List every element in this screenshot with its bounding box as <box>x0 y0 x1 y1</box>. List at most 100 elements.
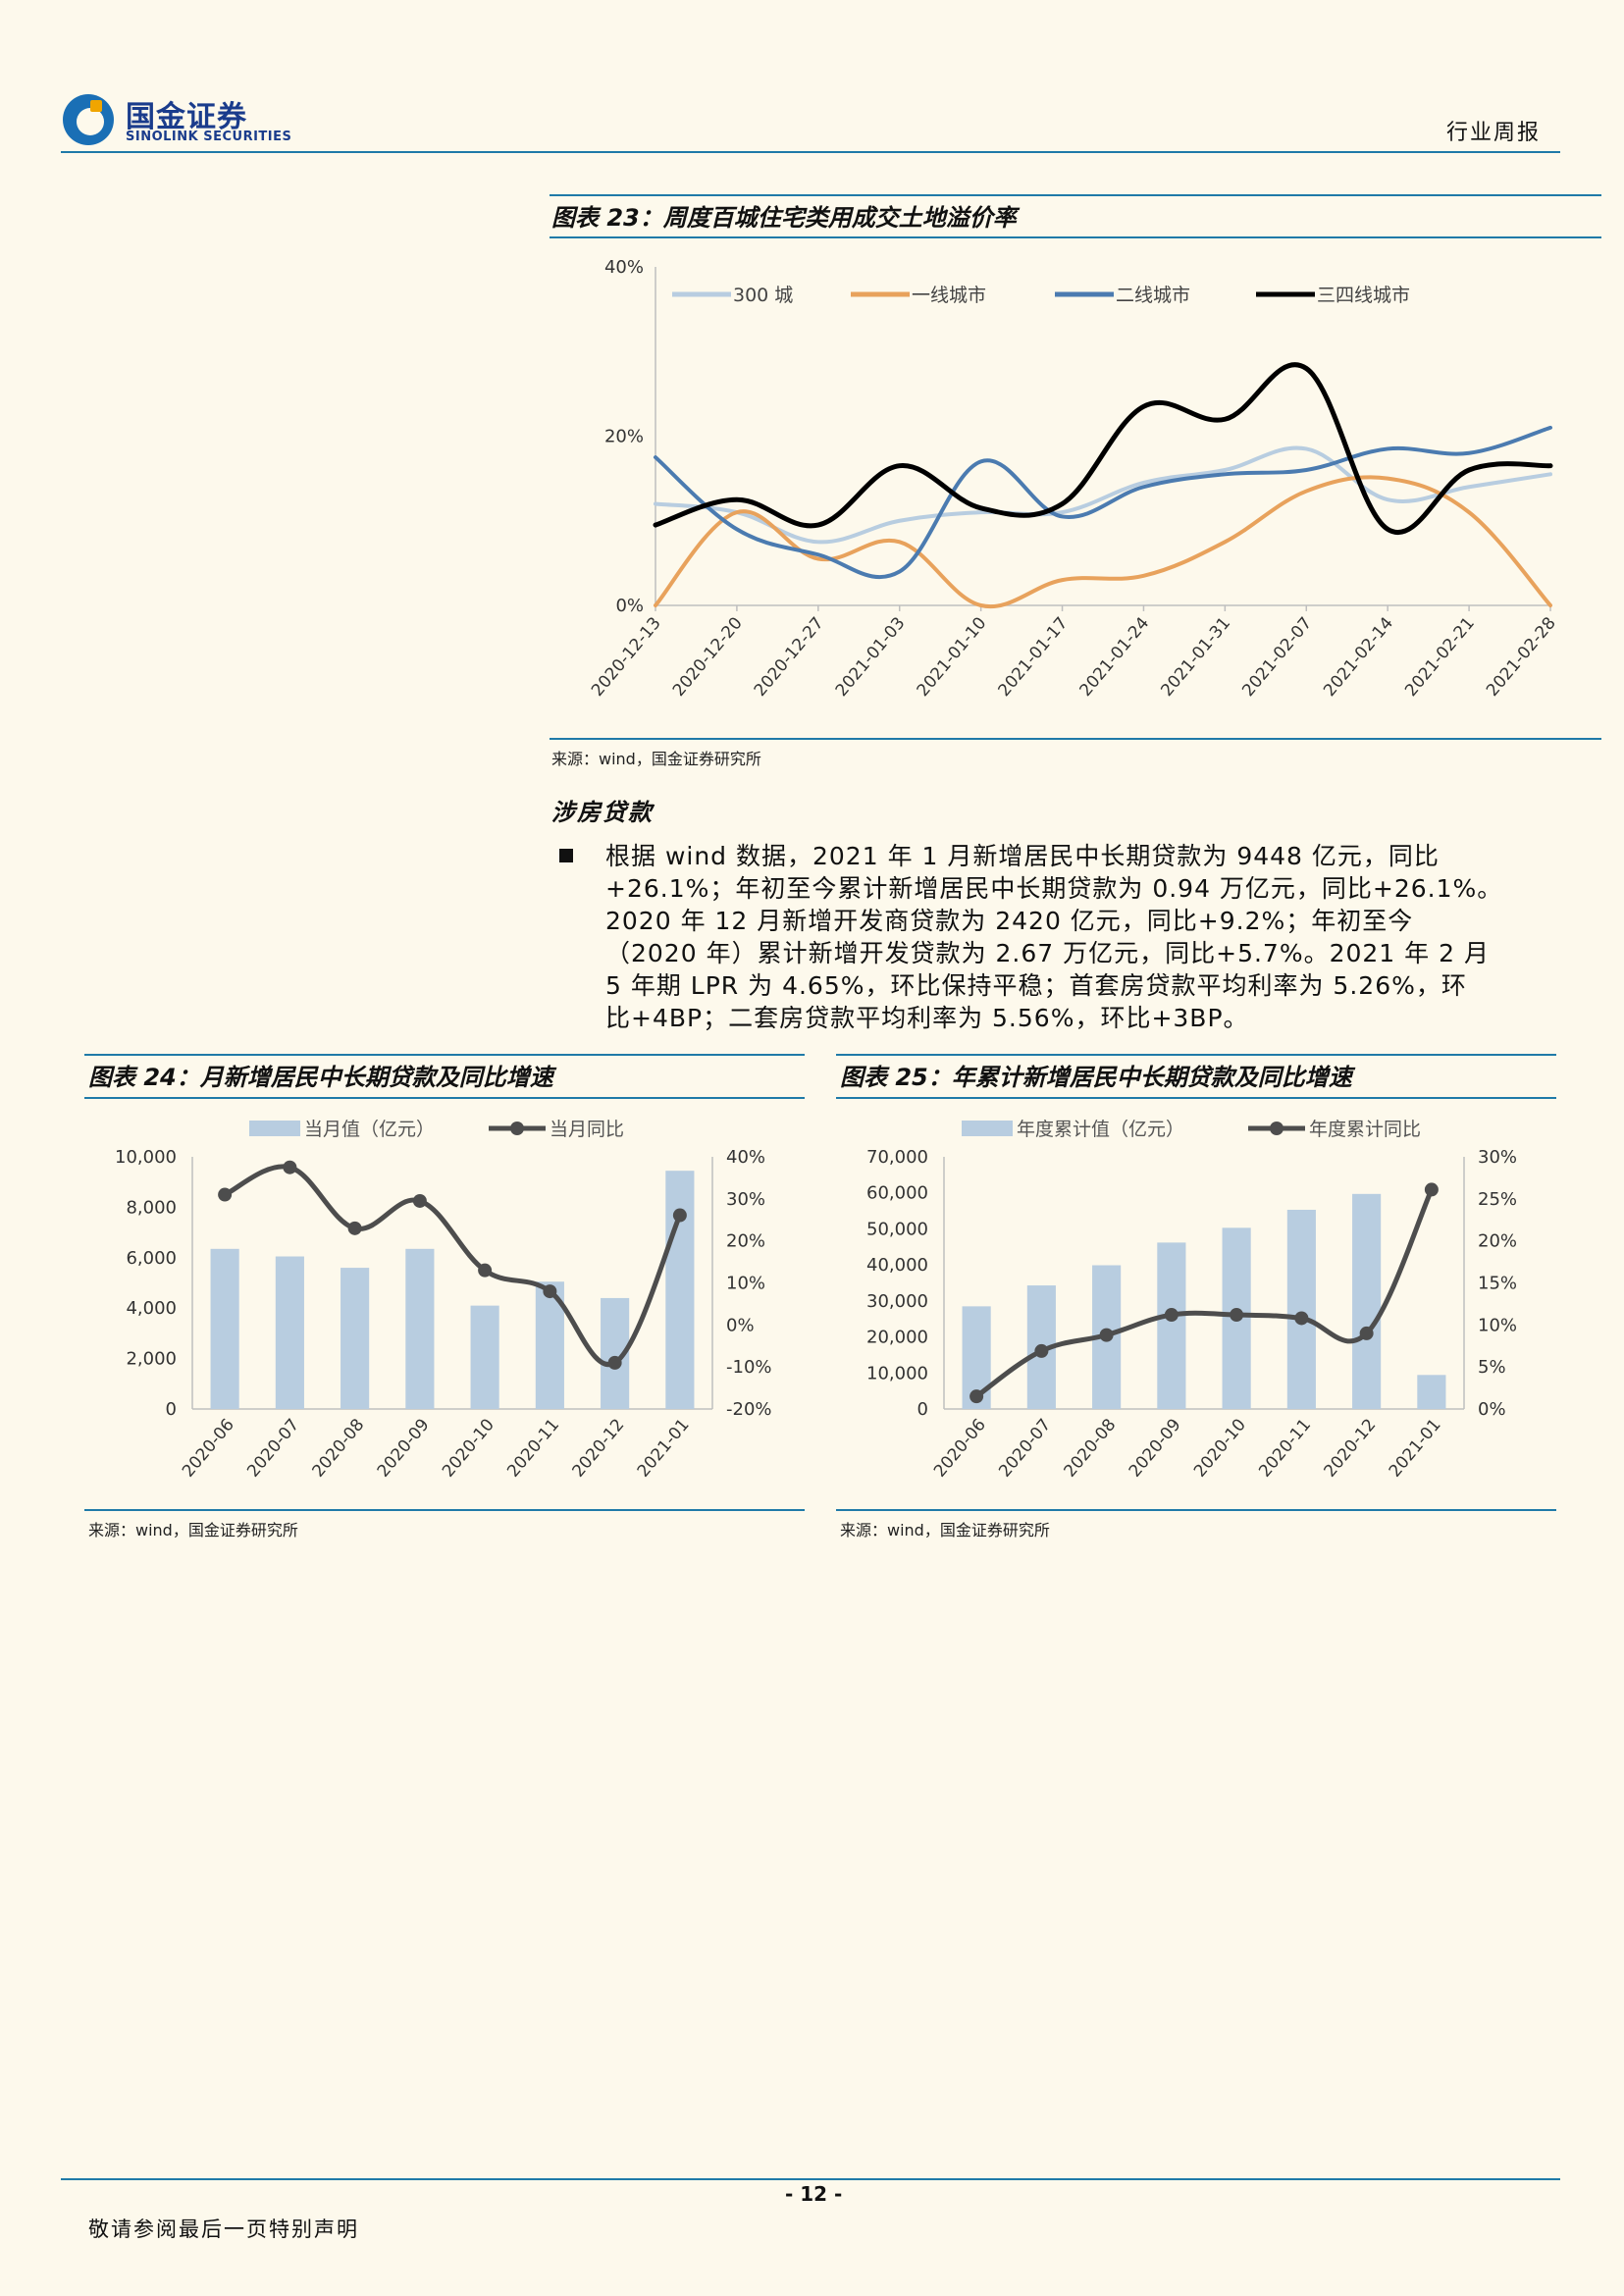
y-left-tick-label: 10,000 <box>866 1363 928 1383</box>
paragraph-line: 2020 年 12 月新增开发商贷款为 2420 亿元，同比+9.2%；年初至今 <box>605 907 1414 935</box>
y-left-tick-label: 4,000 <box>126 1298 177 1319</box>
y-right-tick-label: -20% <box>726 1399 772 1420</box>
y-left-tick-label: 10,000 <box>115 1147 177 1168</box>
logo-text-cn: 国金证券 <box>126 100 247 134</box>
y-tick-label: 0% <box>615 596 644 616</box>
y-left-tick-label: 70,000 <box>866 1147 928 1168</box>
fig23-source: 来源：wind，国金证券研究所 <box>551 750 761 768</box>
legend-label-2: 一线城市 <box>912 285 986 306</box>
y-left-tick-label: 20,000 <box>866 1328 928 1348</box>
y-left-tick-label: 0 <box>917 1399 928 1420</box>
yoy-point <box>1294 1311 1309 1326</box>
y-left-tick-label: 8,000 <box>126 1197 177 1218</box>
fig25-top-rule <box>836 1054 1556 1056</box>
legend-bar-swatch <box>962 1121 1013 1136</box>
legend-bar-swatch <box>249 1121 300 1136</box>
legend-line-marker <box>510 1122 524 1135</box>
report-type: 行业周报 <box>1446 121 1542 145</box>
x-tick-label: 2021-02-28 <box>1483 613 1560 701</box>
y-right-tick-label: 30% <box>1478 1147 1517 1168</box>
fig23-line-chart: 0%20%40%2020-12-13 2020-12-20 2020-12-27 20… <box>588 257 1560 701</box>
yoy-point <box>283 1160 297 1174</box>
x-tick-label: 2020-11 <box>1255 1415 1315 1481</box>
paragraph-line: （2020 年）累计新增开发贷款为 2.67 万亿元，同比+5.7%。2021 … <box>605 939 1490 967</box>
fig24-top-rule <box>84 1054 805 1056</box>
x-tick-label: 2020-09 <box>1126 1415 1185 1481</box>
yoy-point <box>1230 1308 1244 1323</box>
x-tick-label: 2021-01-10 <box>914 613 991 701</box>
fig24-bottom-rule <box>84 1509 805 1511</box>
x-tick-label: 2021-02-21 <box>1401 613 1479 701</box>
x-tick-label: 2021-01 <box>1386 1415 1445 1481</box>
yoy-point <box>478 1263 493 1278</box>
x-tick-label: 2020-12-27 <box>751 613 828 701</box>
y-right-tick-label: 10% <box>1478 1315 1517 1335</box>
fig23-top-rule <box>550 194 1601 196</box>
y-right-tick-label: 40% <box>726 1147 765 1168</box>
x-tick-label: 2021-01-24 <box>1075 613 1153 701</box>
paragraph-line: 5 年期 LPR 为 4.65%，环比保持平稳；首套房贷款平均利率为 5.26%… <box>605 971 1467 1000</box>
x-tick-label: 2021-01-17 <box>995 613 1073 701</box>
x-tick-label: 2020-10 <box>1190 1415 1250 1481</box>
x-tick-label: 2021-02-14 <box>1320 613 1397 701</box>
bar <box>1352 1193 1382 1409</box>
series-line-3 <box>654 425 1552 580</box>
bar <box>1286 1209 1316 1409</box>
x-tick-label: 2020-08 <box>308 1415 368 1481</box>
series-line-2 <box>654 475 1552 609</box>
x-tick-label: 2020-07 <box>995 1415 1055 1481</box>
y-right-tick-label: 25% <box>1478 1189 1517 1210</box>
series-line-1 <box>654 445 1552 545</box>
yoy-point <box>218 1187 233 1202</box>
footer-rule <box>61 2178 1560 2180</box>
section-paragraph: 根据 wind 数据，2021 年 1 月新增居民中长期贷款为 9448 亿元，… <box>605 840 1587 1034</box>
legend-line-label: 当月同比 <box>550 1119 624 1140</box>
paragraph-line: +26.1%；年初至今累计新增居民中长期贷款为 0.94 万亿元，同比+26.1… <box>605 874 1503 903</box>
y-left-tick-label: 0 <box>166 1399 177 1420</box>
legend-label-1: 300 城 <box>733 285 793 306</box>
y-right-tick-label: 15% <box>1478 1274 1517 1294</box>
y-right-tick-label: 0% <box>726 1315 755 1335</box>
fig23-caption: 图表 23：周度百城住宅类用成交土地溢价率 <box>551 204 1017 232</box>
fig25-source: 来源：wind，国金证券研究所 <box>840 1521 1050 1539</box>
bar <box>341 1268 370 1409</box>
x-tick-label: 2020-07 <box>243 1415 303 1481</box>
y-left-tick-label: 6,000 <box>126 1248 177 1269</box>
yoy-point <box>1424 1182 1439 1197</box>
legend-bar-label: 年度累计值（亿元） <box>1017 1119 1184 1140</box>
fig25-combo-chart: 0 10,000 20,000 30,000 40,000 50,000 60,000 70,… <box>866 1119 1517 1482</box>
bar <box>275 1256 304 1409</box>
x-tick-label: 2020-12-20 <box>669 613 747 701</box>
x-tick-label: 2021-01-31 <box>1157 613 1234 701</box>
x-tick-label: 2021-01 <box>634 1415 694 1481</box>
yoy-point <box>672 1208 687 1223</box>
bar <box>1157 1242 1186 1409</box>
y-tick-label: 40% <box>604 257 644 278</box>
x-tick-label: 2020-10 <box>439 1415 498 1481</box>
yoy-point <box>1034 1343 1049 1358</box>
bullet-icon <box>559 849 573 862</box>
x-tick-label: 2021-02-07 <box>1238 613 1316 701</box>
fig23-caption-rule <box>550 236 1601 238</box>
header-rule <box>61 151 1560 153</box>
page-number: - 12 - <box>785 2182 843 2206</box>
logo-mark-icon <box>63 94 114 145</box>
company-logo: 国金证券 SINOLINK SECURITIES <box>61 92 296 147</box>
paragraph-line: 比+4BP；二套房贷款平均利率为 5.56%，环比+3BP。 <box>605 1004 1249 1032</box>
yoy-point <box>1164 1308 1179 1323</box>
fig23-bottom-rule <box>550 738 1601 740</box>
yoy-point <box>543 1284 557 1299</box>
y-left-tick-label: 50,000 <box>866 1219 928 1239</box>
fig24-combo-chart: 0 2,000 4,000 6,000 8,000 10,000 -20% -10% 0% 10%… <box>115 1119 772 1482</box>
y-left-tick-label: 60,000 <box>866 1183 928 1204</box>
bar <box>470 1305 499 1409</box>
yoy-point <box>607 1355 622 1370</box>
y-left-tick-label: 2,000 <box>126 1349 177 1370</box>
fig24-caption-rule <box>84 1097 805 1099</box>
yoy-point <box>1359 1326 1374 1340</box>
y-tick-label: 20% <box>604 427 644 447</box>
yoy-point <box>347 1221 362 1235</box>
legend-line-label: 年度累计同比 <box>1309 1119 1421 1140</box>
fig24-caption: 图表 24：月新增居民中长期贷款及同比增速 <box>88 1064 553 1091</box>
bar <box>665 1171 695 1409</box>
